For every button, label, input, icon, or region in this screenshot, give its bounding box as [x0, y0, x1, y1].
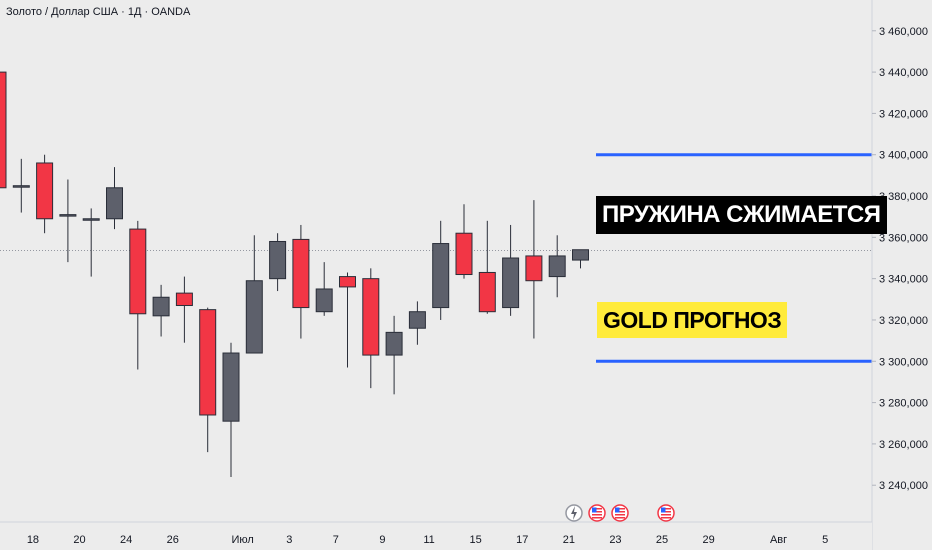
- candle: [572, 249, 589, 269]
- forecast-banner: GOLD ПРОГНОЗ: [597, 302, 788, 338]
- candle-body: [245, 280, 263, 354]
- x-tick-label: 21: [563, 534, 575, 546]
- candle-body: [59, 214, 77, 217]
- candle: [245, 235, 263, 354]
- x-tick-label: 9: [379, 534, 385, 546]
- y-tick-label: 3 240,000: [879, 480, 928, 492]
- candle-body: [502, 257, 520, 309]
- us-flag-event-icon: [588, 504, 606, 522]
- candle-body: [362, 278, 380, 356]
- candle-body: [199, 309, 217, 416]
- candle-body: [222, 352, 240, 422]
- x-tick-label: 18: [27, 534, 39, 546]
- candle: [12, 158, 30, 213]
- x-tick-label: 17: [516, 534, 528, 546]
- candle-body: [455, 232, 473, 276]
- candle-body: [478, 271, 496, 313]
- candle: [455, 204, 473, 279]
- candle-body: [175, 292, 193, 307]
- x-tick-label: Июл: [231, 534, 253, 546]
- candles: [0, 71, 589, 477]
- candle-body: [525, 255, 543, 282]
- y-tick-label: 3 440,000: [879, 67, 928, 79]
- x-tick-label: 25: [656, 534, 668, 546]
- x-tick-label: 26: [167, 534, 179, 546]
- y-tick-label: 3 320,000: [879, 315, 928, 327]
- event-icons: [565, 504, 675, 522]
- candle: [408, 301, 426, 345]
- candle-body: [106, 187, 123, 220]
- candle: [36, 154, 54, 234]
- us-flag-event-icon: [657, 504, 675, 522]
- x-tick-label: 5: [822, 534, 828, 546]
- candle: [315, 262, 333, 316]
- candle: [0, 71, 7, 189]
- candle: [269, 233, 287, 292]
- time-axis: 618202426Июл37911151721232529Авг5: [0, 521, 872, 550]
- x-tick-label: Авг: [770, 534, 787, 546]
- x-tick-label: 23: [609, 534, 621, 546]
- y-tick-label: 3 460,000: [879, 26, 928, 38]
- candle-body: [82, 218, 100, 221]
- candle-body: [315, 288, 333, 313]
- symbol-title: Золото / Доллар США · 1Д · OANDA: [6, 6, 191, 18]
- price-axis: 3 240,000 3 260,000 3 280,000 3 300,000 3 32…: [871, 0, 932, 550]
- y-tick-label: 3 280,000: [879, 398, 928, 410]
- y-tick-label: 3 340,000: [879, 274, 928, 286]
- y-tick-label: 3 400,000: [879, 150, 928, 162]
- candle: [106, 167, 123, 230]
- y-tick-label: 3 380,000: [879, 191, 928, 203]
- candle-body: [408, 311, 426, 329]
- candle-body: [339, 276, 356, 288]
- y-tick-label: 3 360,000: [879, 232, 928, 244]
- candle-body: [152, 296, 170, 317]
- lightning-event-icon: [565, 504, 583, 522]
- candle-body: [36, 162, 54, 220]
- candle: [525, 200, 543, 339]
- candle-body: [548, 255, 566, 278]
- candle: [548, 235, 566, 298]
- x-tick-label: 20: [73, 534, 85, 546]
- candle: [292, 224, 310, 339]
- candle-body: [129, 228, 147, 315]
- x-tick-label: 11: [423, 534, 434, 546]
- candle-body: [12, 185, 30, 188]
- candle-body: [572, 249, 589, 261]
- candle: [152, 284, 170, 337]
- candle: [175, 276, 193, 343]
- x-tick-label: 7: [333, 534, 339, 546]
- candle: [385, 315, 403, 395]
- candle: [82, 208, 100, 277]
- candle-body: [292, 238, 310, 309]
- candle-body: [432, 243, 450, 309]
- candle-body: [385, 331, 403, 356]
- us-flag-event-icon: [611, 504, 629, 522]
- price-axis-panel: [872, 0, 932, 550]
- x-tick-label: 3: [286, 534, 292, 546]
- time-axis-panel: [0, 522, 872, 550]
- y-tick-label: 3 300,000: [879, 356, 928, 368]
- candle: [478, 220, 496, 314]
- candle: [59, 179, 77, 263]
- candle: [432, 220, 450, 320]
- candle-body: [0, 71, 7, 189]
- candle: [222, 342, 240, 477]
- candle: [129, 220, 147, 370]
- headline-banner: ПРУЖИНА СЖИМАЕТСЯ: [596, 196, 887, 234]
- candle: [362, 268, 380, 389]
- candle-body: [269, 240, 287, 280]
- candle: [339, 272, 356, 368]
- y-tick-label: 3 420,000: [879, 108, 928, 120]
- x-tick-label: 29: [703, 534, 715, 546]
- candle: [199, 307, 217, 453]
- x-tick-label: 24: [120, 534, 132, 546]
- candle: [502, 224, 520, 316]
- x-tick-label: 15: [470, 534, 482, 546]
- y-tick-label: 3 260,000: [879, 439, 928, 451]
